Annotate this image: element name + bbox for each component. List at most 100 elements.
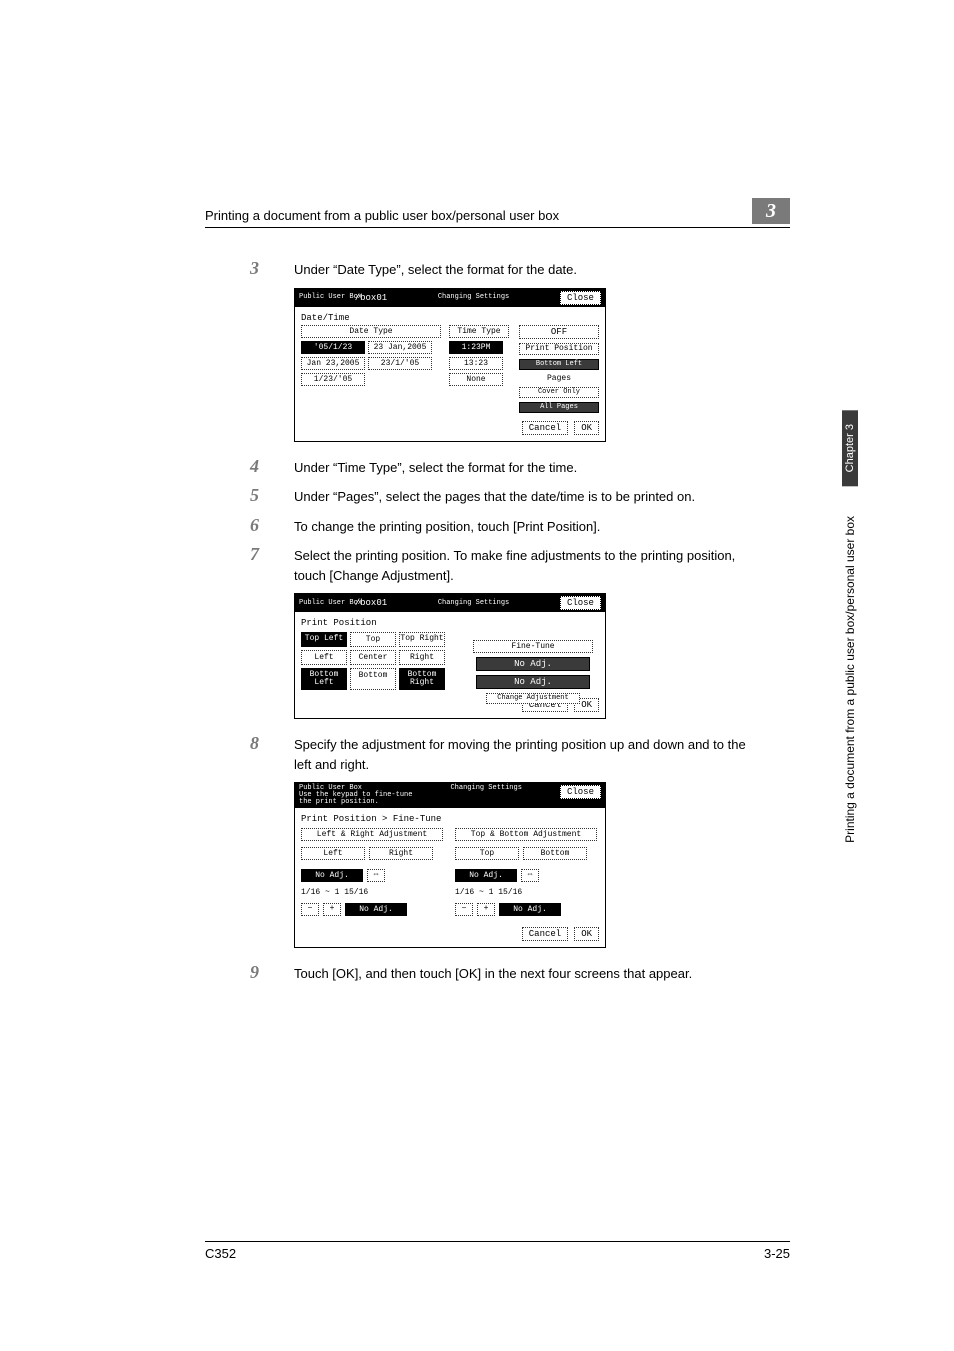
step-number: 4 [250, 456, 294, 478]
print-position-panel: Public User Box /box01 Changing Settings… [294, 593, 606, 719]
all-pages-button[interactable]: All Pages [519, 402, 599, 413]
header-title: Printing a document from a public user b… [205, 208, 559, 223]
no-adj-display: No Adj. [476, 675, 590, 689]
date-time-title: Date/Time [301, 313, 599, 323]
step-6: 6 To change the printing position, touch… [250, 515, 750, 537]
page-header: Printing a document from a public user b… [205, 208, 790, 228]
changing-settings-label: Changing Settings [450, 785, 521, 792]
left-button[interactable]: Left [301, 847, 365, 860]
time-option[interactable]: 1:23PM [449, 341, 503, 354]
step-8: 8 Specify the adjustment for moving the … [250, 733, 750, 774]
page: Printing a document from a public user b… [0, 0, 954, 1351]
position-right[interactable]: Right [399, 650, 445, 665]
close-button[interactable]: Close [560, 596, 601, 610]
time-option[interactable]: None [449, 373, 503, 386]
plus-button[interactable]: + [323, 903, 341, 916]
position-top-right[interactable]: Top Right [399, 632, 445, 647]
range-label: 1/16 ~ 1 15/16 [301, 888, 368, 897]
minus-button[interactable]: − [455, 903, 473, 916]
steps-list: 3 Under “Date Type”, select the format f… [250, 258, 750, 992]
ok-button[interactable]: OK [574, 421, 599, 435]
panel-box-path: Public User Box Use the keypad to fine-t… [299, 785, 412, 806]
chapter-number-box: 3 [752, 198, 790, 224]
date-option[interactable]: '05/1/23 [301, 341, 365, 354]
no-adj-button[interactable]: No Adj. [455, 869, 517, 882]
fine-tune-breadcrumb: Print Position > Fine-Tune [301, 814, 599, 824]
changing-settings-label: Changing Settings [438, 600, 509, 607]
changing-settings-label: Changing Settings [438, 294, 509, 301]
tb-adjustment-header: Top & Bottom Adjustment [455, 828, 597, 841]
pages-label: Pages [519, 374, 599, 383]
panel-box-path: Public User Box [299, 294, 362, 301]
box-path: /box01 [302, 260, 334, 270]
side-chapter-label: Chapter 3 [842, 410, 858, 486]
no-adj-display: No Adj. [499, 903, 561, 916]
print-position-value[interactable]: Bottom Left [519, 359, 599, 370]
print-position-title: Print Position [301, 618, 599, 628]
close-button[interactable]: Close [560, 291, 601, 305]
ok-button[interactable]: OK [574, 927, 599, 941]
off-button[interactable]: OFF [519, 325, 599, 339]
position-bottom-right[interactable]: Bottom Right [399, 668, 445, 690]
page-footer: C352 3-25 [205, 1241, 790, 1261]
position-top[interactable]: Top [350, 632, 396, 647]
no-adj-button[interactable]: No Adj. [301, 869, 363, 882]
cancel-button[interactable]: Cancel [522, 927, 568, 941]
position-bottom[interactable]: Bottom [350, 668, 396, 690]
bottom-button[interactable]: Bottom [523, 847, 587, 860]
footer-left: C352 [205, 1246, 236, 1261]
step-text: Specify the adjustment for moving the pr… [294, 733, 750, 774]
cover-only-button[interactable]: Cover Only [519, 387, 599, 398]
step-number: 5 [250, 485, 294, 507]
position-center[interactable]: Center [350, 650, 396, 665]
fine-tune-panel: Public User Box Use the keypad to fine-t… [294, 782, 606, 948]
step-text: Under “Time Type”, select the format for… [294, 456, 577, 478]
step-7: 7 Select the printing position. To make … [250, 544, 750, 585]
step-number: 9 [250, 962, 294, 984]
side-vertical: Chapter 3 Printing a document from a pub… [841, 410, 859, 1090]
footer-right: 3-25 [764, 1246, 790, 1261]
step-text: Select the printing position. To make fi… [294, 544, 750, 585]
lr-adjustment-header: Left & Right Adjustment [301, 828, 443, 841]
box-path: /box01 [355, 293, 387, 303]
step-9: 9 Touch [OK], and then touch [OK] in the… [250, 962, 750, 984]
position-left[interactable]: Left [301, 650, 347, 665]
arrow-icon[interactable]: ⇔ [367, 869, 385, 882]
range-label: 1/16 ~ 1 15/16 [455, 888, 522, 897]
step-number: 7 [250, 544, 294, 566]
box-label: Public User Box [299, 600, 362, 607]
time-type-header: Time Type [449, 325, 509, 338]
plus-button[interactable]: + [477, 903, 495, 916]
date-option[interactable]: Jan 23,2005 [301, 357, 365, 370]
right-button[interactable]: Right [369, 847, 433, 860]
step-number: 6 [250, 515, 294, 537]
date-time-panel: Public User Box /box01 Changing Settings… [294, 288, 606, 442]
arrow-icon[interactable]: ⇔ [521, 869, 539, 882]
close-button[interactable]: Close [560, 785, 601, 799]
step-number: 3 [250, 258, 294, 280]
step-text: Under “Pages”, select the pages that the… [294, 485, 695, 507]
time-option[interactable]: 13:23 [449, 357, 503, 370]
panel-box-path: Public User Box [299, 600, 362, 607]
position-bottom-left[interactable]: Bottom Left [301, 668, 347, 690]
side-section-label: Printing a document from a public user b… [843, 516, 857, 843]
step-5: 5 Under “Pages”, select the pages that t… [250, 485, 750, 507]
panel-header: Public User Box Use the keypad to fine-t… [295, 783, 605, 808]
print-position-label: Print Position [519, 343, 599, 355]
step-number: 8 [250, 733, 294, 755]
minus-button[interactable]: − [301, 903, 319, 916]
no-adj-display: No Adj. [345, 903, 407, 916]
panel-header: Public User Box /box01 Changing Settings… [295, 289, 605, 307]
step-text: Under “Date Type”, select the format for… [294, 258, 577, 280]
fine-tune-label: Fine-Tune [473, 640, 593, 653]
position-top-left[interactable]: Top Left [301, 632, 347, 647]
step-text: To change the printing position, touch [… [294, 515, 600, 537]
date-option[interactable]: 1/23/'05 [301, 373, 365, 386]
date-option[interactable]: 23/1/'05 [368, 357, 432, 370]
cancel-button[interactable]: Cancel [522, 421, 568, 435]
date-option[interactable]: 23 Jan,2005 [368, 341, 432, 354]
top-button[interactable]: Top [455, 847, 519, 860]
panel-body: Date/Time Date Type '05/1/23 23 Jan,2005… [295, 307, 605, 417]
change-adjustment-button[interactable]: Change Adjustment [486, 693, 580, 704]
step-text: Touch [OK], and then touch [OK] in the n… [294, 962, 692, 984]
